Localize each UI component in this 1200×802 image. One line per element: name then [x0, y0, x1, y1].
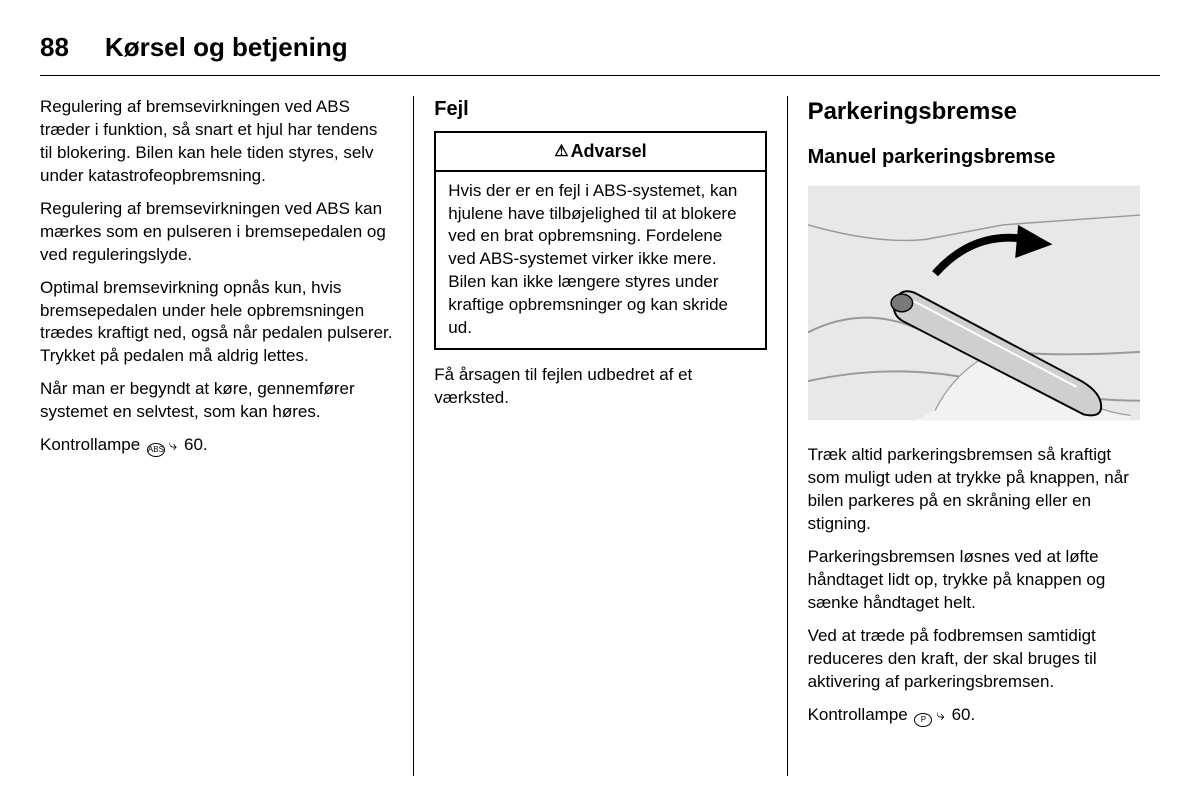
cross-reference: Kontrollampe P ⤷ 60.	[808, 704, 1140, 727]
see-page-arrow-icon: ⤷	[936, 707, 944, 724]
body-text: Parkeringsbremsen løsnes ved at løfte hå…	[808, 546, 1140, 615]
page-chapter-title: Kørsel og betjening	[105, 32, 348, 63]
body-text: Få årsagen til fejlen udbedret af et vær…	[434, 364, 766, 410]
subsection-heading: Fejl	[434, 96, 766, 123]
body-text: Regulering af bremsevirkningen ved ABS k…	[40, 198, 393, 267]
ref-label: Kontrollampe	[40, 435, 145, 454]
ref-label: Kontrollampe	[808, 705, 913, 724]
body-text: Regulering af bremsevirkningen ved ABS t…	[40, 96, 393, 188]
page-number: 88	[40, 32, 69, 63]
ref-page: 60.	[947, 705, 975, 724]
cross-reference: Kontrollampe ABS ⤷ 60.	[40, 434, 393, 457]
ref-page: 60.	[179, 435, 207, 454]
body-text: Træk altid parkeringsbremsen så kraftigt…	[808, 444, 1140, 536]
body-text: Optimal bremsevirkning opnås kun, hvis b…	[40, 277, 393, 369]
page-header: 88 Kørsel og betjening	[40, 32, 1160, 76]
column-2: Fejl ⚠Advarsel Hvis der er en fejl i ABS…	[413, 96, 786, 776]
warning-header: ⚠Advarsel	[436, 133, 764, 172]
subsection-heading: Manuel parkeringsbremse	[808, 144, 1140, 171]
section-title: Parkeringsbremse	[808, 96, 1140, 128]
parking-brake-indicator-icon: P	[914, 713, 932, 727]
warning-triangle-icon: ⚠	[554, 141, 568, 163]
warning-box: ⚠Advarsel Hvis der er en fejl i ABS-syst…	[434, 131, 766, 350]
abs-indicator-icon: ABS	[147, 443, 165, 457]
content-columns: Regulering af bremsevirkningen ved ABS t…	[40, 96, 1160, 776]
column-3: Parkeringsbremse Manuel parkeringsbremse	[787, 96, 1160, 776]
warning-body: Hvis der er en fejl i ABS-systemet, kan …	[436, 172, 764, 349]
warning-title: Advarsel	[571, 141, 647, 161]
column-1: Regulering af bremsevirkningen ved ABS t…	[40, 96, 413, 776]
see-page-arrow-icon: ⤷	[169, 437, 177, 454]
body-text: Når man er begyndt at køre, gennemfører …	[40, 378, 393, 424]
body-text: Ved at træde på fodbremsen samtidigt red…	[808, 625, 1140, 694]
parking-brake-illustration	[808, 183, 1140, 423]
